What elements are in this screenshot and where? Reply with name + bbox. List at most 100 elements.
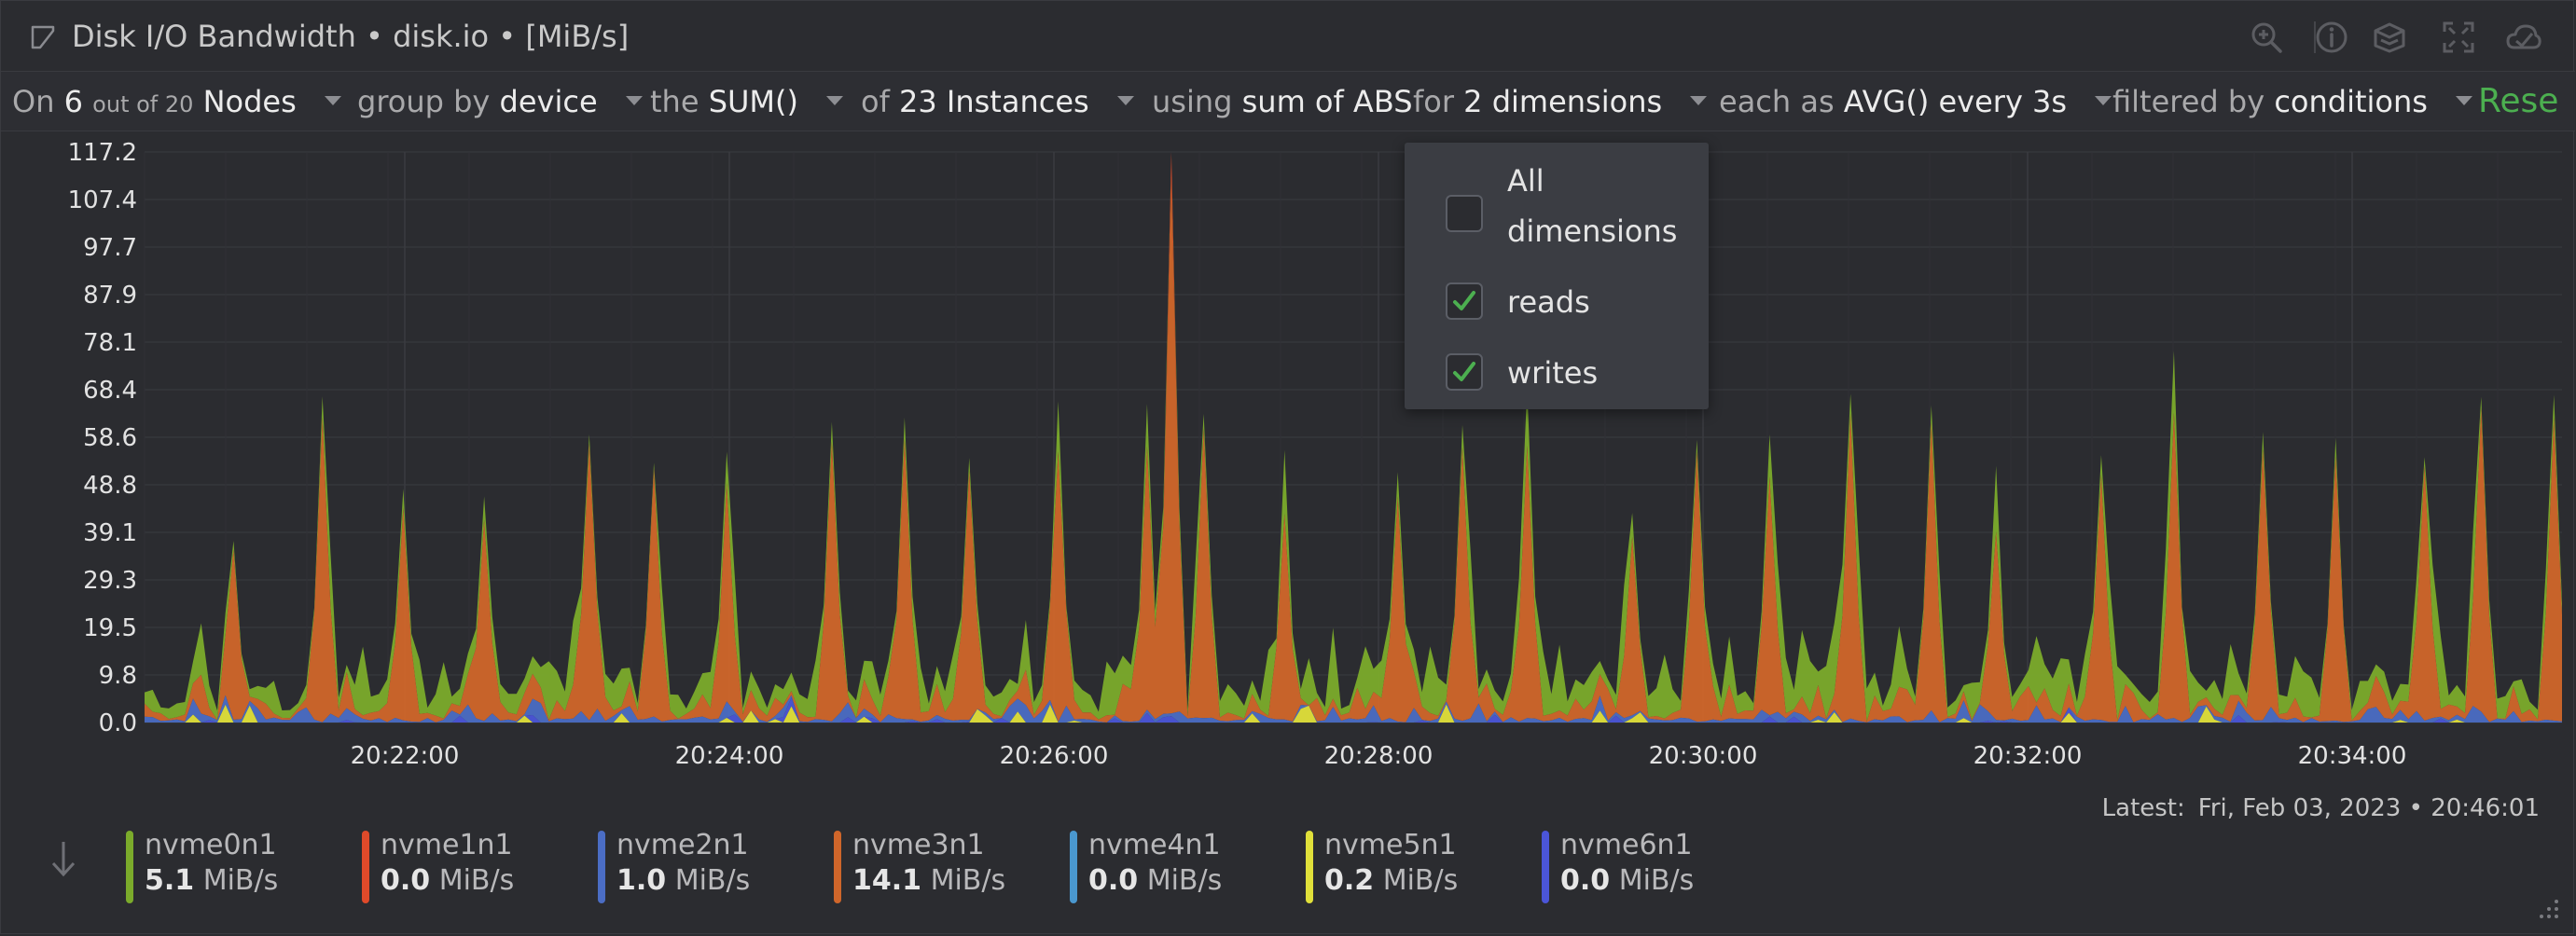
dimensions-dropdown: All dimensions reads writes: [1405, 143, 1709, 409]
dimensions-filter[interactable]: for 2 dimensions: [1413, 72, 1709, 131]
legend-value: 14.1 MiB/s: [852, 864, 1006, 897]
aggregation-label: the: [650, 84, 699, 119]
y-tick-label: 19.5: [83, 614, 137, 642]
reset-button[interactable]: Rese: [2478, 82, 2559, 120]
legend-value: 5.1 MiB/s: [145, 864, 279, 897]
nodes-label: Nodes: [202, 84, 297, 119]
nodes-filter[interactable]: On 6 out of 20 Nodes: [12, 72, 343, 131]
using-filter[interactable]: using sum of ABS: [1152, 72, 1413, 131]
reads-label: reads: [1507, 284, 1590, 320]
instances-value: 23 Instances: [899, 84, 1089, 119]
instances-label: of: [861, 84, 890, 119]
y-axis: 117.2 107.4 97.7 87.9 78.1 68.4 58.6 48.8 39.1 29…: [68, 139, 137, 737]
filtered-by-filter[interactable]: filtered by conditions: [2112, 72, 2474, 131]
y-tick-label: 78.1: [83, 329, 137, 357]
chart-title: Disk I/O Bandwidth • disk.io • [MiB/s]: [72, 19, 630, 54]
x-tick-label: 20:22:00: [351, 742, 460, 770]
all-dimensions-checkbox[interactable]: [1446, 195, 1483, 232]
filtered-by-value: conditions: [2274, 84, 2428, 119]
y-tick-label: 117.2: [68, 139, 137, 167]
dimension-option-writes[interactable]: writes: [1405, 348, 1709, 398]
aggregation-filter[interactable]: the SUM(): [650, 72, 845, 131]
legend-value: 0.0 MiB/s: [1088, 864, 1223, 897]
legend-name: nvme3n1: [852, 829, 985, 861]
y-tick-label: 97.7: [83, 234, 137, 262]
chart-areas: [145, 152, 2562, 723]
arrow-down-icon[interactable]: [49, 838, 77, 879]
dimension-option-reads[interactable]: reads: [1405, 277, 1709, 327]
chevron-down-icon: [2095, 96, 2112, 105]
group-by-filter[interactable]: group by device: [357, 72, 644, 131]
writes-checkbox[interactable]: [1446, 353, 1483, 391]
legend-name: nvme1n1: [381, 829, 513, 861]
y-tick-label: 87.9: [83, 282, 137, 310]
writes-label: writes: [1507, 355, 1599, 391]
x-tick-label: 20:24:00: [675, 742, 784, 770]
aggregation-value: SUM(): [708, 84, 798, 119]
chevron-down-icon: [324, 96, 341, 105]
using-value: sum of ABS: [1241, 84, 1413, 119]
info-icon[interactable]: [2314, 20, 2349, 55]
x-tick-label: 20:26:00: [1000, 742, 1109, 770]
y-tick-label: 39.1: [83, 519, 137, 547]
legend-color-swatch: [598, 831, 605, 903]
y-tick-label: 68.4: [83, 377, 137, 405]
legend-value: 0.2 MiB/s: [1324, 864, 1459, 897]
instances-filter[interactable]: of 23 Instances: [861, 72, 1136, 131]
chart-grid: [144, 151, 2562, 723]
legend-color-swatch: [362, 831, 369, 903]
chevron-down-icon: [625, 96, 643, 105]
group-by-value: device: [499, 84, 598, 119]
layers-icon[interactable]: [2372, 20, 2407, 55]
nodes-of-label: out of 20: [92, 91, 194, 117]
chevron-down-icon: [2456, 96, 2473, 105]
checkmark-icon: [1453, 362, 1475, 381]
legend-name: nvme6n1: [1560, 829, 1693, 861]
checkmark-icon: [1453, 291, 1475, 310]
chevron-down-icon: [1690, 96, 1708, 105]
chart-type-icon[interactable]: [29, 23, 57, 51]
chevron-down-icon: [1116, 96, 1134, 105]
legend-value: 1.0 MiB/s: [616, 864, 751, 897]
each-as-value: AVG() every 3s: [1843, 84, 2068, 119]
area-nvme5n1: [145, 704, 2562, 723]
cloud-icon[interactable]: [2506, 20, 2541, 55]
all-dimensions-label-1: All: [1507, 163, 1544, 199]
stacked-area-chart[interactable]: 117.2 107.4 97.7 87.9 78.1 68.4 58.6 48.8 39.1 29…: [1, 131, 2575, 793]
zoom-icon[interactable]: [2249, 20, 2284, 55]
chart-area[interactable]: 117.2 107.4 97.7 87.9 78.1 68.4 58.6 48.8 39.1 29…: [1, 131, 2575, 793]
legend-value: 0.0 MiB/s: [1560, 864, 1695, 897]
x-tick-label: 20:28:00: [1324, 742, 1433, 770]
y-tick-label: 0.0: [99, 709, 137, 737]
y-tick-label: 107.4: [68, 186, 137, 214]
dimensions-label: for: [1413, 84, 1454, 119]
each-as-label: each as: [1719, 84, 1835, 119]
nodes-count: 6: [63, 84, 83, 119]
title-bar: Disk I/O Bandwidth • disk.io • [MiB/s]: [1, 1, 2575, 72]
reads-checkbox[interactable]: [1446, 282, 1483, 320]
legend-name: nvme5n1: [1324, 829, 1457, 861]
divider-icon: [2314, 21, 2316, 53]
group-by-label: group by: [357, 84, 491, 119]
y-tick-label: 48.8: [83, 472, 137, 500]
filtered-by-label: filtered by: [2112, 84, 2265, 119]
dimension-option-all[interactable]: All dimensions: [1405, 156, 1709, 258]
all-dimensions-label-2: dimensions: [1507, 213, 1678, 249]
x-tick-label: 20:32:00: [1974, 742, 2083, 770]
resize-handle-icon[interactable]: [2536, 896, 2560, 920]
x-tick-label: 20:30:00: [1649, 742, 1758, 770]
x-axis: 20:22:00 20:24:00 20:26:00 20:28:00 20:30:00…: [351, 742, 2407, 770]
legend-color-swatch: [1070, 831, 1077, 903]
legend-value: 0.0 MiB/s: [381, 864, 515, 897]
each-as-filter[interactable]: each as AVG() every 3s: [1719, 72, 2113, 131]
area-nvme3n1: [145, 177, 2562, 723]
y-tick-label: 9.8: [99, 662, 137, 690]
y-tick-label: 58.6: [83, 424, 137, 452]
latest-timestamp: Latest: Fri, Feb 03, 2023 • 20:46:01: [2102, 791, 2540, 825]
x-tick-label: 20:34:00: [2298, 742, 2407, 770]
filter-bar: On 6 out of 20 Nodes group by device the…: [1, 72, 2575, 131]
legend-color-swatch: [834, 831, 841, 903]
nodes-prefix: On: [12, 84, 55, 119]
fullscreen-icon[interactable]: [2441, 20, 2476, 55]
